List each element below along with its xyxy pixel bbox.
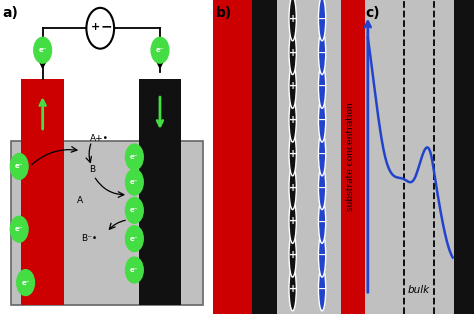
Ellipse shape [289,166,296,210]
Text: +: + [289,14,297,24]
Text: e⁻: e⁻ [21,279,30,286]
Text: +: + [289,284,297,294]
Text: +: + [289,183,297,192]
Text: +: + [289,81,297,91]
Circle shape [126,170,143,195]
Text: −: − [318,250,327,260]
Bar [213,0,252,314]
Ellipse shape [319,0,326,41]
Circle shape [126,226,143,251]
Text: substrate concentration: substrate concentration [346,103,355,211]
Ellipse shape [319,267,326,311]
Ellipse shape [319,31,326,75]
Circle shape [10,154,27,179]
Ellipse shape [289,31,296,75]
Text: e⁻: e⁻ [130,179,138,185]
Circle shape [34,38,51,63]
Text: +: + [289,216,297,226]
Text: −: − [318,81,327,91]
Text: −: − [318,284,327,294]
Circle shape [152,38,169,63]
Circle shape [10,217,27,242]
Ellipse shape [289,64,296,108]
Ellipse shape [289,132,296,176]
Text: B: B [90,165,96,174]
Text: b): b) [216,6,232,20]
Text: e⁻: e⁻ [130,154,138,160]
Text: +: + [289,115,297,125]
Circle shape [126,144,143,170]
Text: e⁻: e⁻ [130,207,138,214]
Text: A: A [77,197,83,205]
Text: e⁻: e⁻ [38,47,47,53]
Text: e⁻: e⁻ [15,226,23,232]
Ellipse shape [319,132,326,176]
Circle shape [126,198,143,223]
Ellipse shape [289,98,296,142]
Text: B⁻•: B⁻• [81,234,97,243]
Circle shape [17,270,34,295]
Text: −: − [318,48,327,57]
Bar [10,141,203,305]
Text: −: − [101,20,112,34]
Text: +: + [289,149,297,159]
Bar [252,0,277,314]
Ellipse shape [319,98,326,142]
Text: e⁻: e⁻ [130,267,138,273]
Text: +: + [91,22,100,32]
Bar [138,78,182,305]
Text: c): c) [365,6,380,20]
Bar [454,0,474,314]
Text: −: − [318,14,327,24]
Text: bulk: bulk [408,285,430,295]
Text: e⁻: e⁻ [130,236,138,242]
Circle shape [86,8,114,49]
Text: −: − [318,216,327,226]
Text: e⁻: e⁻ [156,47,164,53]
Text: A+•: A+• [90,134,109,143]
Bar [341,0,365,314]
Text: −: − [318,149,327,159]
Text: +: + [289,250,297,260]
Ellipse shape [289,199,296,243]
Ellipse shape [289,267,296,311]
Bar [21,78,64,305]
Circle shape [126,257,143,283]
Text: −: − [318,115,327,125]
Ellipse shape [289,233,296,277]
Text: −: − [318,183,327,192]
Text: +: + [289,48,297,57]
Ellipse shape [319,166,326,210]
Ellipse shape [319,233,326,277]
Text: e⁻: e⁻ [15,163,23,170]
Text: a): a) [2,6,18,20]
Ellipse shape [319,64,326,108]
Ellipse shape [319,199,326,243]
Ellipse shape [289,0,296,41]
